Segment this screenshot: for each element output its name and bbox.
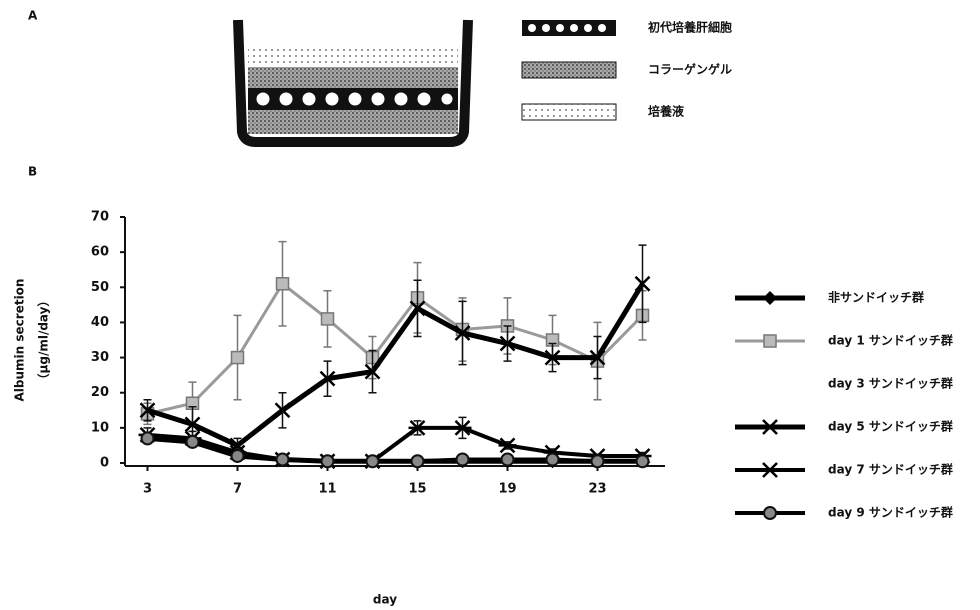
data-point	[502, 453, 514, 465]
data-point	[277, 453, 289, 465]
legend-label: day 5 サンドイッチ群	[828, 419, 953, 434]
data-point	[142, 432, 154, 444]
data-point	[592, 455, 604, 467]
series-line	[148, 438, 643, 461]
y-tick-label: 50	[91, 280, 109, 295]
data-point	[547, 453, 559, 465]
legend-label: 培養液	[648, 104, 684, 119]
figure: A 初代培養肝細胞 コラーゲンゲル 培養液 B day Albumin secr…	[0, 0, 980, 610]
legend-label: day 7 サンドイッチ群	[828, 462, 953, 477]
legend-label: day 9 サンドイッチ群	[828, 505, 953, 520]
data-point	[322, 455, 334, 467]
y-tick-label: 10	[91, 420, 109, 435]
legend-label: 初代培養肝細胞	[648, 20, 732, 35]
y-tick-label: 40	[91, 315, 109, 330]
legend-swatch	[522, 62, 616, 78]
legend-marker	[763, 291, 777, 305]
panel-label: A	[28, 9, 38, 23]
x-tick-label: 19	[498, 482, 516, 497]
gel-layer	[248, 110, 458, 134]
legend-label: day 1 サンドイッチ群	[828, 333, 953, 348]
data-point	[637, 455, 649, 467]
data-point	[187, 436, 199, 448]
legend-label: 非サンドイッチ群	[828, 290, 924, 305]
data-point	[499, 438, 517, 452]
data-point	[232, 352, 244, 364]
legend-label: コラーゲンゲル	[648, 62, 732, 77]
y-tick-label: 60	[91, 245, 109, 260]
legend-label: day 3 サンドイッチ群	[828, 376, 953, 391]
data-point	[367, 455, 379, 467]
diagram-legend: 初代培養肝細胞 コラーゲンゲル 培養液	[522, 20, 732, 121]
series-line	[148, 428, 643, 461]
y-axis-title: Albumin secretion	[13, 279, 27, 402]
series-line	[148, 284, 643, 446]
data-point	[277, 278, 289, 290]
data-point	[322, 313, 334, 325]
y-axis-title: （μg/ml/day）	[36, 295, 51, 386]
x-tick-label: 11	[318, 482, 336, 497]
data-point	[412, 455, 424, 467]
data-point	[232, 450, 244, 462]
legend-marker	[764, 507, 776, 519]
medium-layer	[248, 45, 458, 67]
x-axis-title: day	[373, 593, 397, 607]
x-tick-label: 23	[588, 482, 606, 497]
legend-marker	[761, 463, 779, 477]
panel-label: B	[28, 165, 37, 179]
y-tick-label: 70	[91, 210, 109, 225]
legend-marker	[764, 335, 776, 347]
y-tick-label: 20	[91, 385, 109, 400]
x-tick-label: 7	[233, 482, 242, 497]
series-line	[148, 284, 643, 414]
y-tick-label: 0	[100, 456, 109, 471]
culture-diagram	[238, 20, 468, 142]
legend-swatch	[522, 104, 616, 120]
y-tick-label: 30	[91, 350, 109, 365]
gel-layer	[248, 67, 458, 88]
x-tick-label: 15	[408, 482, 426, 497]
data-point	[457, 453, 469, 465]
x-tick-label: 3	[143, 482, 152, 497]
